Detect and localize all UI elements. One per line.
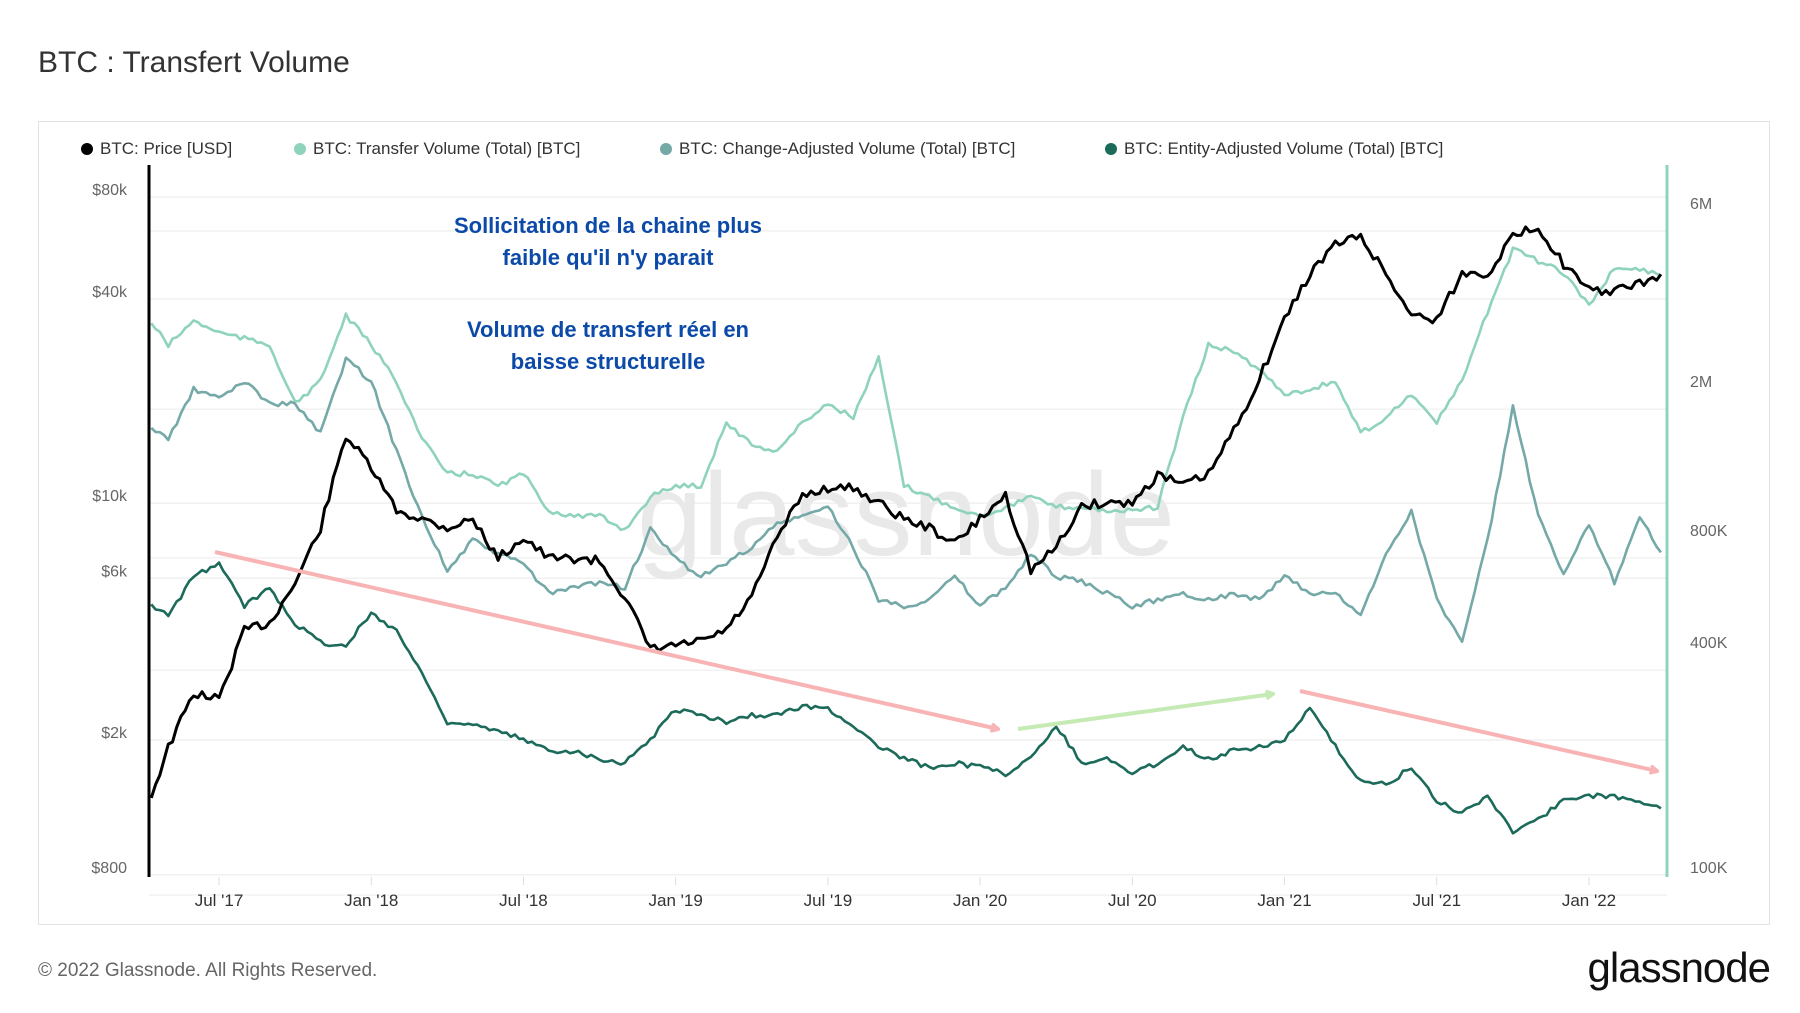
left-axis-ticks: $80k $40k $10k $6k $2k $800 [91, 182, 128, 877]
x-tick-label: Jul '19 [804, 891, 853, 910]
series-line-change-adjusted-volume [150, 356, 1662, 643]
legend-item-transfer-volume[interactable]: BTC: Transfer Volume (Total) [BTC] [294, 139, 580, 159]
chart-frame [38, 121, 1770, 925]
legend-item-price[interactable]: BTC: Price [USD] [81, 139, 232, 159]
uptrend-arrow [1017, 694, 1273, 731]
downtrend-arrow-1 [214, 550, 998, 729]
series-line-entity-adjusted-volume [150, 561, 1662, 835]
series-group [149, 225, 1663, 835]
x-tick-label: Jul '18 [499, 891, 548, 910]
gridlines [149, 196, 1667, 896]
legend-label: BTC: Entity-Adjusted Volume (Total) [BTC… [1124, 139, 1444, 158]
annotation-line-4: baisse structurelle [511, 349, 705, 374]
legend-item-change-adjusted[interactable]: BTC: Change-Adjusted Volume (Total) [BTC… [660, 139, 1015, 159]
right-tick-label: 100K [1690, 860, 1728, 877]
legend-dot-icon [81, 143, 93, 155]
legend-label: BTC: Change-Adjusted Volume (Total) [BTC… [679, 139, 1016, 158]
legend-dot-icon [1105, 143, 1117, 155]
legend-item-entity-adjusted[interactable]: BTC: Entity-Adjusted Volume (Total) [BTC… [1105, 139, 1443, 159]
glassnode-logo[interactable]: glassnode [1587, 944, 1771, 991]
x-tick-label: Jan '19 [649, 891, 703, 910]
x-tick-label: Jul '21 [1412, 891, 1461, 910]
copyright-footer: © 2022 Glassnode. All Rights Reserved. [38, 960, 378, 981]
legend-dot-icon [660, 143, 672, 155]
watermark: glassnode [637, 449, 1175, 581]
x-tick-label: Jan '22 [1562, 891, 1616, 910]
left-tick-label: $2k [101, 725, 128, 742]
annotation-line-2: faible qu'il n'y parait [503, 245, 715, 270]
series-line-price [149, 225, 1663, 799]
left-tick-label: $800 [91, 860, 127, 877]
legend-dot-icon [294, 143, 306, 155]
right-axis-ticks: 6M 2M 800K 400K 100K [1690, 196, 1728, 877]
x-tick-label: Jul '20 [1108, 891, 1157, 910]
right-tick-label: 400K [1690, 635, 1728, 652]
chart-title: BTC : Transfert Volume [38, 46, 350, 79]
trend-arrows [214, 550, 1657, 771]
right-tick-label: 6M [1690, 196, 1712, 213]
annotation-line-3: Volume de transfert réel en [467, 317, 749, 342]
x-tick-label: Jan '20 [953, 891, 1007, 910]
x-axis-ticks: Jul '17 Jan '18 Jul '18 Jan '19 Jul '19 Jan '… [195, 877, 1616, 910]
left-tick-label: $40k [92, 284, 128, 301]
left-tick-label: $10k [92, 488, 128, 505]
left-tick-label: $6k [101, 563, 128, 580]
left-tick-label: $80k [92, 182, 128, 199]
legend-label: BTC: Transfer Volume (Total) [BTC] [313, 139, 581, 158]
annotation-line-1: Sollicitation de la chaine plus [454, 213, 762, 238]
legend-label: BTC: Price [USD] [100, 139, 233, 158]
right-tick-label: 2M [1690, 374, 1712, 391]
series-line-transfer-volume [150, 246, 1662, 532]
x-tick-label: Jul '17 [195, 891, 244, 910]
downtrend-arrow-2 [1299, 689, 1657, 771]
x-tick-label: Jan '18 [344, 891, 398, 910]
x-tick-label: Jan '21 [1257, 891, 1311, 910]
right-tick-label: 800K [1690, 523, 1728, 540]
